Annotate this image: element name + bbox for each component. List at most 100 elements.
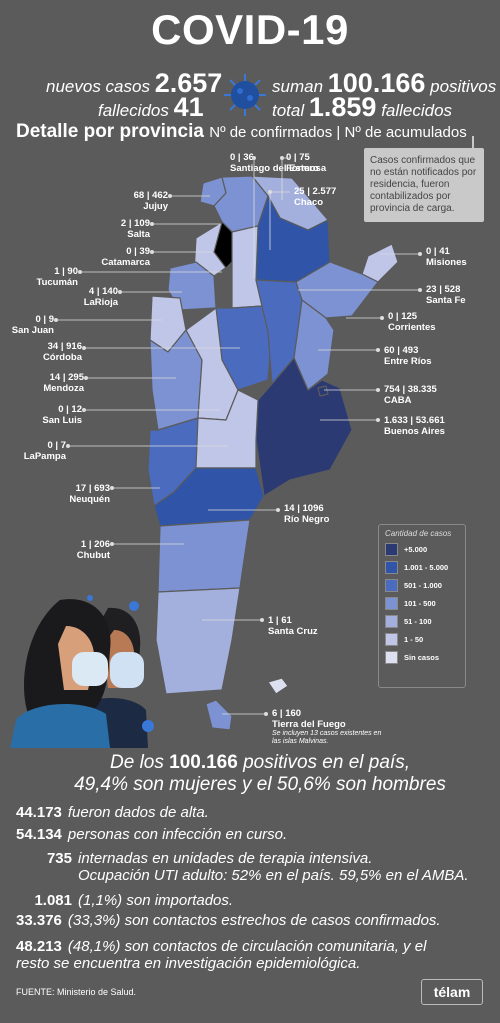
mujeres-text: son mujeres y el	[133, 774, 272, 795]
legend-swatch	[385, 561, 398, 574]
salta-name: Salta	[127, 229, 150, 240]
label-larioja: 4 | 140 LaRioja	[84, 286, 118, 308]
buenosaires-name: Buenos Aires	[384, 426, 445, 437]
nuevos-value: 2.657	[154, 68, 223, 98]
stat-estrechos-value: 33.376	[16, 912, 62, 929]
fallecidos-value: 41	[173, 92, 204, 122]
stat-estrechos-text: (33,3%) son contactos estrechos de casos…	[67, 912, 441, 929]
neuquen-value: 17 | 693	[75, 483, 110, 494]
nuevos-casos: nuevos casos 2.657	[46, 68, 222, 99]
suman: suman 100.166 positivos	[272, 68, 496, 99]
total-label: total	[272, 101, 305, 120]
salta-value: 2 | 109	[120, 218, 150, 229]
legend-item: 1 - 50	[385, 633, 459, 646]
tierradelfuego-note: Se incluyen 13 casos existentes en las i…	[272, 730, 382, 745]
legend-swatch	[385, 633, 398, 646]
corrientes-value: 0 | 125	[388, 311, 418, 322]
chaco-name: Chaco	[294, 197, 324, 208]
legend-item: 1.001 - 5.000	[385, 561, 459, 574]
label-mendoza: 14 | 295 Mendoza	[43, 372, 84, 394]
stat-uti-value: 735	[46, 850, 72, 867]
legend-swatch	[385, 579, 398, 592]
province-tucuman	[213, 221, 237, 269]
label-sanjuan: 0 | 9 San Juan	[12, 314, 54, 336]
label-salta: 2 | 109 Salta	[121, 218, 150, 240]
lapampa-name: LaPampa	[23, 451, 66, 462]
province-misiones	[361, 243, 399, 283]
label-lapampa: 0 | 7 LaPampa	[24, 440, 66, 462]
neuquen-name: Neuquén	[69, 494, 110, 505]
legend-item: 51 - 100	[385, 615, 459, 628]
label-chubut: 1 | 206 Chubut	[77, 539, 110, 561]
larioja-name: LaRioja	[83, 297, 118, 308]
chubut-value: 1 | 206	[80, 539, 110, 550]
stat-comunitaria-text: (48,1%) son contactos de circulación com…	[67, 938, 427, 955]
fallecidos-label: fallecidos	[98, 101, 169, 120]
mendoza-value: 14 | 295	[49, 372, 84, 383]
suman-value: 100.166	[327, 68, 426, 98]
misiones-name: Misiones	[426, 257, 467, 268]
stat-comunitaria: 48.213 (48,1%) son contactos de circulaci…	[16, 938, 486, 972]
label-rionegro: 14 | 1096 Río Negro	[284, 503, 329, 525]
legend-label: 1 - 50	[404, 635, 424, 644]
santacruz-name: Santa Cruz	[268, 626, 318, 637]
section-subtitle: Nº de confirmados | Nº de acumulados	[209, 124, 467, 141]
argentina-map	[147, 175, 399, 731]
label-formosa: 0 | 75 Formosa	[286, 152, 326, 174]
label-tierradelfuego: 6 | 160 Tierra del Fuego Se incluyen 13 …	[272, 708, 382, 746]
legend-label: Sin casos	[404, 653, 440, 662]
suman-label: suman	[272, 77, 324, 96]
entrerios-name: Entre Ríos	[384, 356, 432, 367]
stat-alta-text: fueron dados de alta.	[67, 804, 209, 821]
caba-value: 754 | 38.335	[384, 384, 437, 395]
stat-alta-value: 44.173	[16, 804, 62, 821]
santiago-name: Santiago del Estero	[230, 163, 319, 174]
stat-estrechos: 33.376 (33,3%) son contactos estrechos de…	[16, 912, 486, 929]
legend-label: 1.001 - 5.000	[404, 563, 449, 572]
santiago-value: 0 | 36	[230, 152, 254, 163]
misiones-value: 0 | 41	[426, 246, 450, 257]
stat-curso: 54.134 personas con infección en curso.	[16, 826, 486, 843]
tierradelfuego-value: 6 | 160	[272, 708, 302, 719]
sanjuan-name: San Juan	[11, 325, 54, 336]
legend-swatch	[385, 615, 398, 628]
jujuy-value: 68 | 462	[133, 190, 168, 201]
label-santacruz: 1 | 61 Santa Cruz	[268, 615, 318, 637]
hombres-text: son hombres	[336, 774, 446, 795]
formosa-name: Formosa	[286, 163, 327, 174]
province-caba	[317, 385, 329, 397]
rionegro-value: 14 | 1096	[284, 503, 324, 514]
stat-importados-value: 1.081	[34, 892, 72, 909]
rionegro-name: Río Negro	[284, 514, 330, 525]
label-misiones: 0 | 41 Misiones	[426, 246, 467, 268]
label-tucuman: 1 | 90 Tucumán	[36, 266, 78, 288]
stat-alta: 44.173 fueron dados de alta.	[16, 804, 486, 821]
legend-label: 501 - 1.000	[404, 581, 442, 590]
legend-swatch	[385, 543, 398, 556]
sanjuan-value: 0 | 9	[35, 314, 54, 325]
tucuman-value: 1 | 90	[54, 266, 78, 277]
hombres-pct: 50,6%	[276, 774, 331, 795]
legend-item: 501 - 1.000	[385, 579, 459, 592]
jujuy-name: Jujuy	[143, 201, 168, 212]
mujeres-pct: 49,4%	[74, 774, 128, 795]
legend-item: 101 - 500	[385, 597, 459, 610]
label-buenosaires: 1.633 | 53.661 Buenos Aires	[384, 415, 445, 437]
legend-label: 51 - 100	[404, 617, 432, 626]
legend-label: +5.000	[404, 545, 428, 554]
formosa-value: 0 | 75	[286, 152, 310, 163]
caba-name: CABA	[384, 395, 412, 406]
label-cordoba: 34 | 916 Córdoba	[43, 341, 82, 363]
legend-swatch	[385, 597, 398, 610]
sanluis-name: San Luis	[42, 415, 82, 426]
fallecidos: fallecidos 41	[98, 92, 204, 123]
label-santiago: 0 | 36 Santiago del Estero	[230, 152, 319, 174]
santafe-name: Santa Fe	[426, 295, 466, 306]
section-title: Detalle por provincia Nº de confirmados …	[16, 121, 467, 143]
label-corrientes: 0 | 125 Corrientes	[388, 311, 436, 333]
positivos-label: positivos	[430, 77, 497, 96]
page-title: COVID-19	[151, 6, 349, 53]
buenosaires-value: 1.633 | 53.661	[384, 415, 445, 426]
virus-icon	[224, 74, 266, 116]
lapampa-value: 0 | 7	[47, 440, 66, 451]
